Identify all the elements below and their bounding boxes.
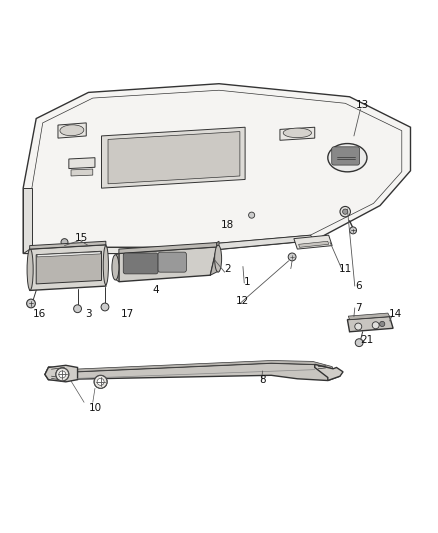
Polygon shape bbox=[102, 127, 245, 188]
Polygon shape bbox=[36, 251, 102, 284]
Polygon shape bbox=[45, 363, 340, 381]
Circle shape bbox=[355, 323, 362, 330]
Polygon shape bbox=[210, 241, 219, 275]
Polygon shape bbox=[69, 158, 95, 168]
Polygon shape bbox=[115, 254, 119, 282]
Circle shape bbox=[380, 321, 385, 327]
Circle shape bbox=[343, 209, 348, 214]
Circle shape bbox=[249, 212, 254, 218]
Circle shape bbox=[101, 303, 109, 311]
Circle shape bbox=[59, 371, 66, 378]
Polygon shape bbox=[23, 247, 176, 254]
Polygon shape bbox=[294, 235, 332, 249]
Circle shape bbox=[340, 206, 350, 217]
Polygon shape bbox=[30, 241, 106, 249]
Polygon shape bbox=[348, 313, 390, 320]
Polygon shape bbox=[280, 127, 315, 140]
Polygon shape bbox=[108, 132, 240, 184]
Text: 10: 10 bbox=[88, 403, 102, 413]
Circle shape bbox=[74, 305, 81, 313]
Ellipse shape bbox=[283, 128, 311, 138]
Text: 1: 1 bbox=[244, 277, 251, 287]
Polygon shape bbox=[58, 123, 86, 138]
Ellipse shape bbox=[103, 246, 109, 285]
Polygon shape bbox=[347, 317, 393, 332]
Text: 16: 16 bbox=[33, 309, 46, 319]
Polygon shape bbox=[71, 169, 93, 176]
Polygon shape bbox=[119, 243, 217, 254]
FancyBboxPatch shape bbox=[332, 147, 360, 165]
Text: 14: 14 bbox=[389, 309, 402, 319]
Circle shape bbox=[56, 368, 69, 381]
Ellipse shape bbox=[328, 143, 367, 172]
Ellipse shape bbox=[215, 245, 222, 272]
Polygon shape bbox=[30, 245, 106, 290]
Text: 2: 2 bbox=[224, 264, 231, 273]
Polygon shape bbox=[119, 247, 217, 282]
Circle shape bbox=[94, 375, 107, 389]
Text: 12: 12 bbox=[237, 296, 250, 306]
Text: 4: 4 bbox=[152, 286, 159, 295]
Text: 3: 3 bbox=[85, 309, 92, 319]
Circle shape bbox=[97, 378, 104, 385]
Ellipse shape bbox=[27, 249, 33, 290]
Text: 7: 7 bbox=[355, 303, 362, 313]
Circle shape bbox=[61, 239, 68, 246]
Circle shape bbox=[372, 322, 379, 329]
Text: 21: 21 bbox=[360, 335, 374, 345]
Text: 17: 17 bbox=[121, 309, 134, 319]
FancyBboxPatch shape bbox=[158, 252, 186, 272]
Circle shape bbox=[288, 253, 296, 261]
Text: 15: 15 bbox=[75, 233, 88, 243]
Text: 11: 11 bbox=[339, 264, 352, 273]
Polygon shape bbox=[45, 365, 78, 382]
Polygon shape bbox=[176, 235, 315, 254]
Text: 6: 6 bbox=[355, 281, 362, 291]
Ellipse shape bbox=[60, 125, 84, 136]
Polygon shape bbox=[23, 188, 32, 254]
FancyBboxPatch shape bbox=[123, 253, 158, 274]
Circle shape bbox=[355, 339, 363, 346]
Text: 18: 18 bbox=[221, 220, 234, 230]
Polygon shape bbox=[315, 365, 343, 381]
Polygon shape bbox=[37, 252, 101, 257]
Text: 13: 13 bbox=[356, 100, 369, 110]
Circle shape bbox=[350, 227, 357, 234]
Polygon shape bbox=[45, 360, 333, 375]
Text: 8: 8 bbox=[259, 375, 266, 385]
Circle shape bbox=[27, 299, 35, 308]
Ellipse shape bbox=[112, 255, 119, 280]
Polygon shape bbox=[23, 84, 410, 254]
Polygon shape bbox=[299, 241, 328, 247]
